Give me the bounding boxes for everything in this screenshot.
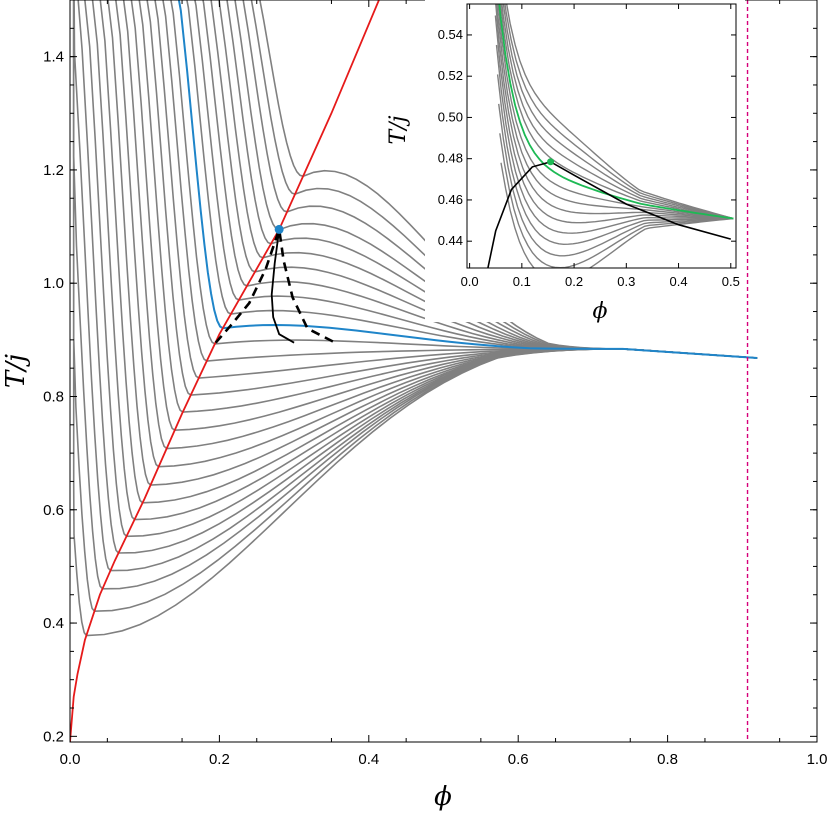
- main-x-tick-label: 0.8: [657, 751, 678, 768]
- inset-y-tick-label: 0.52: [438, 68, 463, 83]
- main-x-tick-label: 0.2: [209, 751, 230, 768]
- main-critical-curve: [177, 0, 758, 359]
- inset-family-curve: [498, 103, 734, 257]
- main-x-tick-label: 0.0: [60, 751, 81, 768]
- inset-x-tick-label: 0.0: [461, 274, 479, 289]
- main-x-tick-label: 0.6: [508, 751, 529, 768]
- inset-y-tick-label: 0.50: [438, 109, 463, 124]
- inset-family-curve: [501, 4, 734, 220]
- main-y-tick-label: 1.0: [43, 275, 64, 292]
- inset-family-curve: [505, 4, 734, 220]
- inset-x-tick-label: 0.4: [670, 274, 688, 289]
- inset-family-curve: [497, 4, 734, 220]
- main-binodal-curve: [214, 228, 336, 344]
- main-x-axis-title: ϕ: [434, 782, 452, 812]
- inset-curve-family: [494, 4, 734, 268]
- main-frame: [69, 0, 818, 743]
- inset-family-curve: [502, 4, 734, 220]
- inset-frame: [466, 3, 737, 269]
- main-y-tick-label: 1.2: [43, 162, 64, 179]
- main-overlays: [70, 0, 758, 742]
- inset-y-tick-label: 0.54: [438, 27, 463, 42]
- main-critical-point: [274, 224, 284, 234]
- main-y-tick-label: 0.2: [43, 728, 64, 745]
- main-axis-ticks: 0.0 0.2 0.4 0.6 0.8 1.0 0.2 0.4 0.6 0.8 1.0 1.2 1.4: [43, 0, 827, 768]
- inset-family-curve: [499, 133, 734, 268]
- main-spinodal-curve: [270, 229, 295, 344]
- inset-y-tick-label: 0.48: [438, 151, 463, 166]
- inset-y-tick-label: 0.44: [438, 233, 463, 248]
- main-curve-family: [72, 0, 758, 637]
- main-envelope-line: [70, 0, 380, 742]
- inset-x-tick-label: 0.1: [513, 274, 531, 289]
- inset-y-tick-label: 0.46: [438, 192, 463, 207]
- inset-y-axis-title: T/j: [386, 115, 411, 144]
- inset-family-curve: [496, 4, 734, 220]
- inset-family-curve: [499, 4, 734, 220]
- main-y-tick-label: 0.8: [43, 388, 64, 405]
- main-y-tick-label: 0.6: [43, 502, 64, 519]
- inset-x-tick-label: 0.3: [617, 274, 635, 289]
- inset-overlays: [487, 4, 734, 268]
- main-family-curve: [259, 0, 758, 359]
- inset-family-curve: [495, 4, 734, 220]
- main-y-axis-title: T/j: [1, 354, 31, 388]
- inset-family-curve: [494, 15, 734, 224]
- inset-x-tick-label: 0.5: [722, 274, 740, 289]
- inset-panel: 0.0 0.1 0.2 0.3 0.4 0.5 0.44 0.46 0.48 0.50 0.52 0.…: [386, 0, 745, 324]
- main-y-tick-label: 0.4: [43, 615, 64, 632]
- inset-axis-ticks: 0.0 0.1 0.2 0.3 0.4 0.5 0.44 0.46 0.48 0.50 0.52 0.…: [438, 4, 740, 289]
- inset-family-curve: [500, 162, 734, 268]
- inset-family-curve: [504, 4, 734, 220]
- main-x-tick-label: 1.0: [807, 751, 828, 768]
- inset-family-curve: [495, 44, 734, 234]
- main-y-tick-label: 1.4: [43, 49, 64, 66]
- main-x-tick-label: 0.4: [358, 751, 379, 768]
- inset-x-axis-title: ϕ: [593, 299, 608, 324]
- inset-family-curve: [496, 74, 734, 246]
- inset-x-tick-label: 0.2: [565, 274, 583, 289]
- inset-critical-point: [547, 158, 555, 166]
